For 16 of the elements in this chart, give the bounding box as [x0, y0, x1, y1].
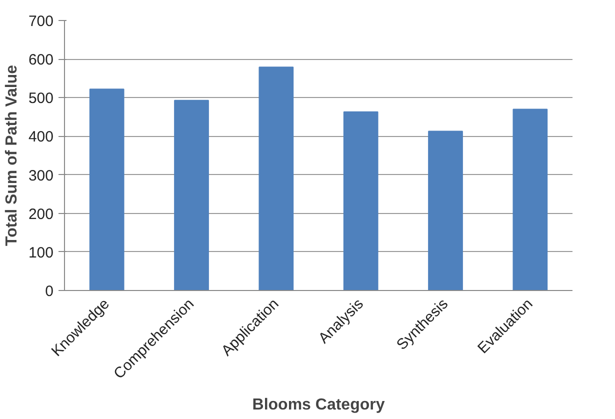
y-tick-label: 600: [28, 52, 54, 69]
y-tick-label: 100: [28, 244, 54, 262]
y-tick-label: 0: [45, 283, 54, 300]
x-axis-title: Blooms Category: [252, 396, 385, 414]
y-tick-label: 400: [28, 128, 54, 146]
bar: [258, 66, 294, 290]
bar: [174, 100, 209, 290]
bar: [428, 130, 463, 290]
y-tick-label: 500: [28, 90, 54, 108]
y-tick-label: 700: [28, 13, 54, 30]
y-axis-title: Total Sum of Path Value: [3, 64, 20, 246]
bar: [89, 88, 124, 290]
bar: [512, 108, 548, 290]
bar: [343, 111, 378, 290]
y-tick-label: 200: [28, 206, 54, 223]
y-tick-label: 300: [28, 167, 54, 184]
